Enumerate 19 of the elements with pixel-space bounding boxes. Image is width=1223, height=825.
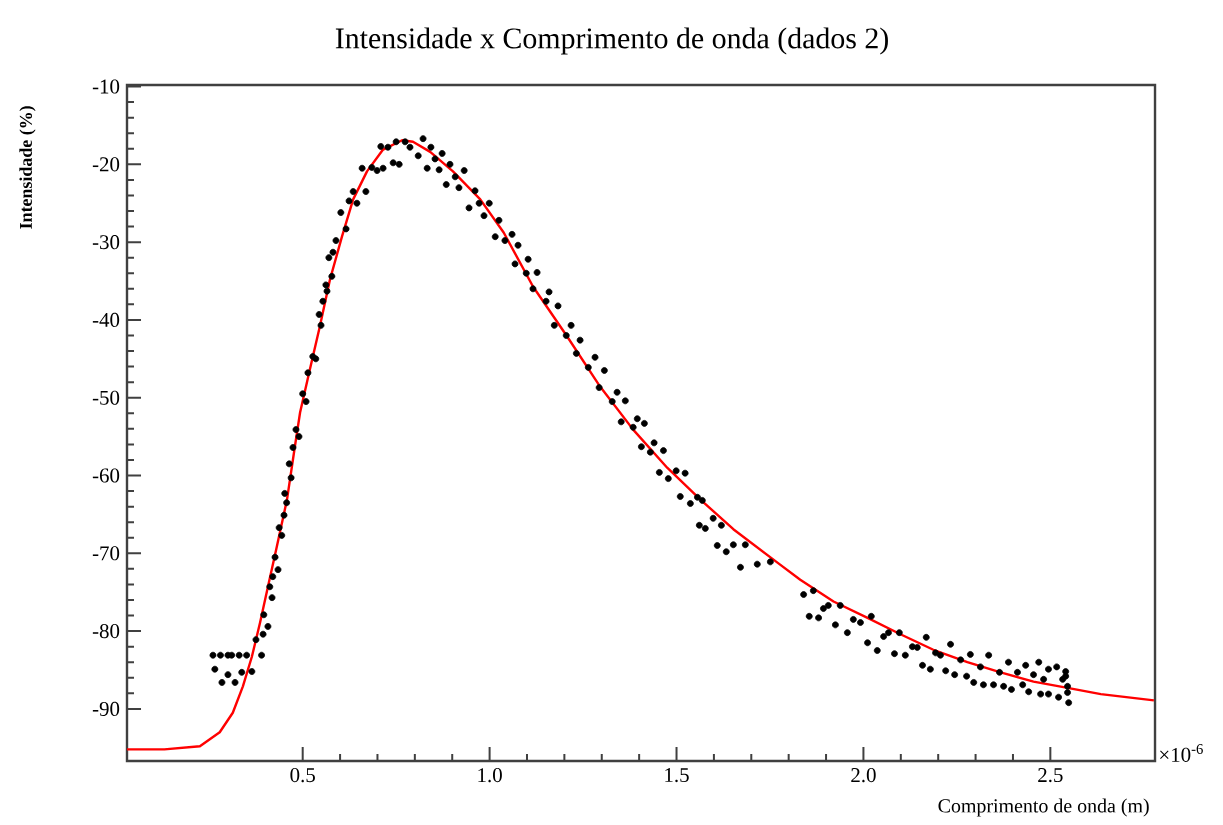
y-tick-label: -90 bbox=[92, 701, 120, 716]
text: ×10$^{-6}$ bbox=[1160, 744, 1203, 762]
y-tick-label: -10 bbox=[92, 79, 120, 94]
x-tick-label: 0.5 bbox=[290, 768, 315, 783]
y-tick-label: -60 bbox=[92, 468, 120, 483]
x-tick-label: 2.5 bbox=[1038, 768, 1063, 783]
y-tick-label: -40 bbox=[92, 312, 120, 327]
line-series bbox=[127, 139, 1156, 751]
y-tick-label: -70 bbox=[92, 546, 120, 561]
y-tick-label: -80 bbox=[92, 624, 120, 639]
x-axis-title: Comprimento de onda (m) bbox=[938, 798, 1149, 817]
chart-title: Intensidade x Comprimento de onda (dados 2) bbox=[335, 27, 888, 55]
y-tick-label: -20 bbox=[92, 157, 120, 172]
x-tick-label: 2.0 bbox=[851, 768, 876, 783]
y-tick-label: -50 bbox=[92, 390, 120, 405]
x-tick-label: 1.0 bbox=[478, 768, 502, 783]
x-tick-label: 1.5 bbox=[665, 768, 689, 783]
y-axis-title: Intensidade (%) bbox=[19, 106, 36, 229]
y-tick-label: -30 bbox=[92, 235, 120, 250]
